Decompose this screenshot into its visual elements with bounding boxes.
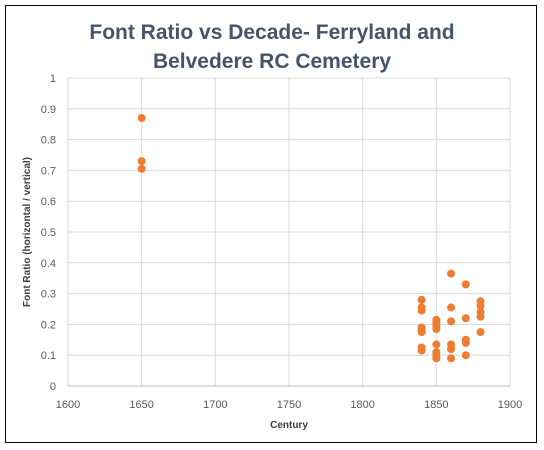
data-point <box>461 338 470 347</box>
data-point <box>137 157 146 166</box>
data-point <box>417 295 426 304</box>
data-point <box>432 325 441 334</box>
data-point <box>432 340 441 349</box>
data-point <box>476 312 485 321</box>
y-tick-label: 0.6 <box>41 196 56 208</box>
data-point <box>461 280 470 289</box>
y-tick-label: 0.3 <box>41 289 56 301</box>
x-tick-label: 1650 <box>129 399 153 411</box>
y-tick-label: 0.9 <box>41 104 56 116</box>
x-tick-label: 1900 <box>498 399 522 411</box>
data-point <box>417 328 426 337</box>
scatter-plot: 1600 1650 1700 1750 1800 1850 1900 0 0.1 0.2 0.3 0.… <box>22 73 522 431</box>
data-point <box>432 354 441 363</box>
y-tick-label: 0 <box>50 381 56 393</box>
data-point <box>417 306 426 315</box>
data-point <box>447 269 456 278</box>
x-tick-label: 1750 <box>277 399 301 411</box>
data-point <box>137 114 146 123</box>
data-point <box>476 328 485 337</box>
chart-frame: Font Ratio vs Decade- Ferryland and Belv… <box>5 5 537 443</box>
y-tick-label: 0.2 <box>41 319 56 331</box>
y-tick-label: 0.4 <box>41 258 56 270</box>
data-point <box>447 354 456 363</box>
x-tick-label: 1800 <box>350 399 374 411</box>
y-tick-label: 0.5 <box>41 227 56 239</box>
chart-title-line-1: Font Ratio vs Decade- Ferryland and <box>89 21 455 44</box>
data-point <box>417 346 426 355</box>
data-point <box>137 164 146 173</box>
data-point <box>447 317 456 326</box>
data-point <box>476 301 485 310</box>
x-tick-label: 1700 <box>203 399 227 411</box>
data-point <box>461 314 470 323</box>
x-axis-title: Century <box>270 420 308 431</box>
y-tick-label: 0.7 <box>41 165 56 177</box>
x-tick-label: 1600 <box>56 399 80 411</box>
data-point <box>447 345 456 354</box>
y-tick-label: 0.1 <box>41 350 56 362</box>
y-tick-label: 0.8 <box>41 135 56 147</box>
y-tick-label: 1 <box>50 73 56 85</box>
data-point <box>461 351 470 360</box>
x-tick-label: 1850 <box>424 399 448 411</box>
chart-title: Font Ratio vs Decade- Ferryland and Belv… <box>6 18 538 76</box>
y-axis-title: Font Ratio (horizontal / vertical) <box>22 157 33 307</box>
chart-title-line-2: Belvedere RC Cemetery <box>152 50 392 73</box>
data-point <box>447 303 456 312</box>
